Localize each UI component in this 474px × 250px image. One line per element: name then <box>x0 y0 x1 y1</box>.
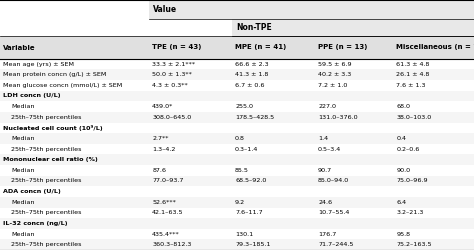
Text: 1.4: 1.4 <box>318 136 328 141</box>
Bar <box>0 218 474 229</box>
Text: Nucleated cell count (10⁹/L): Nucleated cell count (10⁹/L) <box>3 125 102 131</box>
Text: 59.5 ± 6.9: 59.5 ± 6.9 <box>318 62 352 66</box>
Text: Value: Value <box>153 5 177 14</box>
Bar <box>0 197 474 207</box>
Text: 227.0: 227.0 <box>318 104 336 109</box>
Text: 38.0–103.0: 38.0–103.0 <box>396 115 431 120</box>
Text: 131.0–376.0: 131.0–376.0 <box>318 115 358 120</box>
Text: 40.2 ± 3.3: 40.2 ± 3.3 <box>318 72 351 77</box>
Text: 255.0: 255.0 <box>235 104 253 109</box>
Text: Mean protein concn (g/L) ± SEM: Mean protein concn (g/L) ± SEM <box>3 72 106 77</box>
Text: 85.5: 85.5 <box>235 168 249 173</box>
Bar <box>0 229 474 239</box>
Text: 25th–75th percentiles: 25th–75th percentiles <box>11 115 82 120</box>
Text: 52.6***: 52.6*** <box>152 200 176 205</box>
Text: 0.4: 0.4 <box>396 136 406 141</box>
Text: 66.6 ± 2.3: 66.6 ± 2.3 <box>235 62 269 66</box>
Bar <box>0 154 474 165</box>
Text: 85.0–94.0: 85.0–94.0 <box>318 178 349 184</box>
Bar <box>0 69 474 80</box>
Text: 10.7–55.4: 10.7–55.4 <box>318 210 349 215</box>
Text: 4.3 ± 0.3**: 4.3 ± 0.3** <box>152 83 188 88</box>
Text: 26.1 ± 4.8: 26.1 ± 4.8 <box>396 72 429 77</box>
Text: 7.6–11.7: 7.6–11.7 <box>235 210 263 215</box>
Text: Non-TPE: Non-TPE <box>236 23 272 32</box>
Text: IL-32 concn (ng/L): IL-32 concn (ng/L) <box>3 221 67 226</box>
Bar <box>0 144 474 154</box>
Bar <box>0 112 474 122</box>
Bar <box>0 165 474 175</box>
Text: 9.2: 9.2 <box>235 200 245 205</box>
Text: 24.6: 24.6 <box>318 200 332 205</box>
Text: TPE (n = 43): TPE (n = 43) <box>152 44 201 51</box>
Text: PPE (n = 13): PPE (n = 13) <box>318 44 367 51</box>
Text: 439.0*: 439.0* <box>152 104 173 109</box>
Text: Miscellaneous (n = 7): Miscellaneous (n = 7) <box>396 44 474 51</box>
Text: 71.7–244.5: 71.7–244.5 <box>318 242 354 247</box>
Text: 25th–75th percentiles: 25th–75th percentiles <box>11 146 82 152</box>
Text: 3.2–21.3: 3.2–21.3 <box>396 210 424 215</box>
Text: 90.7: 90.7 <box>318 168 332 173</box>
Text: 178.5–428.5: 178.5–428.5 <box>235 115 274 120</box>
Bar <box>0 240 474 250</box>
Bar <box>0 101 474 112</box>
Bar <box>0 122 474 133</box>
Bar <box>0 36 474 59</box>
Text: 0.8: 0.8 <box>235 136 245 141</box>
Text: ADA concn (U/L): ADA concn (U/L) <box>3 189 61 194</box>
Bar <box>0 90 474 101</box>
Bar <box>0 133 474 144</box>
Text: 7.6 ± 1.3: 7.6 ± 1.3 <box>396 83 426 88</box>
Text: 1.3–4.2: 1.3–4.2 <box>152 146 175 152</box>
Text: Mononuclear cell ratio (%): Mononuclear cell ratio (%) <box>3 157 98 162</box>
Text: 41.3 ± 1.8: 41.3 ± 1.8 <box>235 72 268 77</box>
Text: 7.2 ± 1.0: 7.2 ± 1.0 <box>318 83 347 88</box>
Text: 90.0: 90.0 <box>396 168 410 173</box>
Bar <box>0 80 474 90</box>
Text: 95.8: 95.8 <box>396 232 410 236</box>
Text: Median: Median <box>11 232 35 236</box>
Text: 77.0–93.7: 77.0–93.7 <box>152 178 183 184</box>
Text: 79.3–185.1: 79.3–185.1 <box>235 242 271 247</box>
Bar <box>0 208 474 218</box>
Text: Median: Median <box>11 200 35 205</box>
Text: 33.3 ± 2.1***: 33.3 ± 2.1*** <box>152 62 195 66</box>
Text: Median: Median <box>11 168 35 173</box>
Text: 50.0 ± 1.3**: 50.0 ± 1.3** <box>152 72 192 77</box>
Text: 68.0: 68.0 <box>396 104 410 109</box>
Text: MPE (n = 41): MPE (n = 41) <box>235 44 286 51</box>
Text: 2.7**: 2.7** <box>152 136 169 141</box>
Bar <box>149 0 474 19</box>
Text: 25th–75th percentiles: 25th–75th percentiles <box>11 178 82 184</box>
Text: LDH concn (U/L): LDH concn (U/L) <box>3 94 60 98</box>
Text: Mean age (yrs) ± SEM: Mean age (yrs) ± SEM <box>3 62 74 66</box>
Text: 61.3 ± 4.8: 61.3 ± 4.8 <box>396 62 429 66</box>
Text: 308.0–645.0: 308.0–645.0 <box>152 115 191 120</box>
Text: 87.6: 87.6 <box>152 168 166 173</box>
Text: 75.0–96.9: 75.0–96.9 <box>396 178 428 184</box>
Text: Variable: Variable <box>3 44 36 51</box>
Text: 75.2–163.5: 75.2–163.5 <box>396 242 432 247</box>
Text: 0.5–3.4: 0.5–3.4 <box>318 146 341 152</box>
Bar <box>0 59 474 69</box>
Text: 6.7 ± 0.6: 6.7 ± 0.6 <box>235 83 264 88</box>
Bar <box>0 176 474 186</box>
Text: 435.4***: 435.4*** <box>152 232 180 236</box>
Text: Median: Median <box>11 136 35 141</box>
Text: 130.1: 130.1 <box>235 232 254 236</box>
Bar <box>232 19 474 36</box>
Bar <box>0 186 474 197</box>
Text: 42.1–63.5: 42.1–63.5 <box>152 210 183 215</box>
Text: Mean glucose concn (mmol/L) ± SEM: Mean glucose concn (mmol/L) ± SEM <box>3 83 122 88</box>
Text: 25th–75th percentiles: 25th–75th percentiles <box>11 210 82 215</box>
Text: 0.3–1.4: 0.3–1.4 <box>235 146 258 152</box>
Text: 6.4: 6.4 <box>396 200 406 205</box>
Text: 360.3–812.3: 360.3–812.3 <box>152 242 191 247</box>
Text: Median: Median <box>11 104 35 109</box>
Text: 68.5–92.0: 68.5–92.0 <box>235 178 266 184</box>
Text: 25th–75th percentiles: 25th–75th percentiles <box>11 242 82 247</box>
Text: 0.2–0.6: 0.2–0.6 <box>396 146 419 152</box>
Text: 176.7: 176.7 <box>318 232 337 236</box>
